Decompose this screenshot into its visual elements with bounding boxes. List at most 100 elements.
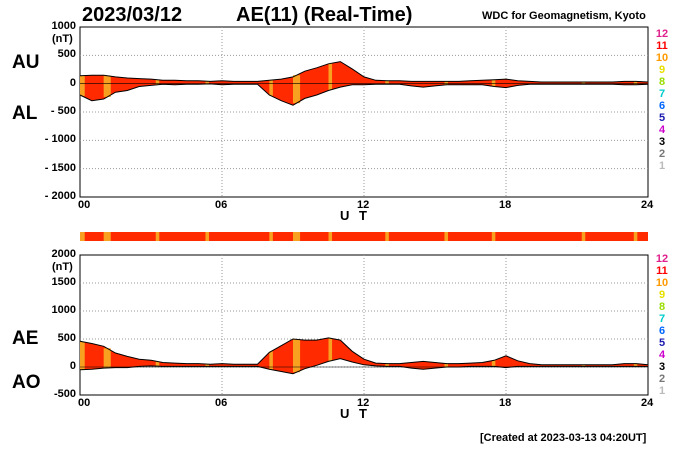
x-axis-title: U T (340, 406, 370, 421)
y-tick-label: 500 (57, 332, 76, 344)
chart-date: 2023/03/12 (82, 4, 183, 26)
band-stripe (385, 80, 389, 85)
x-tick-label: 18 (499, 199, 512, 211)
y-tick-label: 1000 (51, 304, 76, 316)
upper-series-line (79, 337, 649, 366)
status-bar-segment (328, 232, 333, 241)
band-stripe (103, 75, 111, 97)
station-count-legend-item: 6 (658, 100, 666, 112)
status-bar-segment (155, 232, 160, 241)
y-tick-label: 1000 (51, 20, 76, 32)
station-count-legend-item: 3 (658, 136, 666, 148)
x-tick-label: 06 (215, 199, 228, 211)
source-label: WDC for Geomagnetism, Kyoto (482, 10, 646, 22)
band-stripe (581, 364, 586, 367)
unit-label: (nT) (52, 33, 73, 45)
band-stripe (103, 348, 111, 368)
status-bar-segment (205, 232, 209, 241)
station-count-legend-item: 4 (658, 349, 666, 361)
band-stripe (328, 63, 333, 90)
station-count-legend-item: 8 (658, 301, 666, 313)
station-count-legend-item: 8 (658, 76, 666, 88)
status-bar (80, 232, 648, 241)
band-stripe (385, 363, 389, 367)
lower-series-line (79, 83, 649, 106)
band-stripe (444, 363, 449, 368)
station-count-legend-item: 1 (658, 385, 666, 397)
station-count-legend-item: 2 (658, 148, 666, 160)
band-stripe (581, 81, 586, 85)
series-label-upper: AU (12, 52, 40, 73)
x-tick-label: 18 (499, 397, 512, 409)
band-stripe (633, 363, 638, 367)
band-stripe (205, 364, 209, 367)
y-tick-label: 500 (57, 48, 76, 61)
band-stripe (80, 341, 85, 370)
band-stripe (155, 361, 160, 367)
status-bar-segment (293, 232, 301, 241)
band-stripe (293, 75, 301, 104)
x-tick-label: 24 (641, 199, 654, 211)
band-stripe (491, 79, 496, 87)
upper-series-line (79, 61, 649, 83)
status-bar-segment (80, 232, 85, 241)
station-count-legend-item: 9 (658, 64, 666, 76)
band-stripe (444, 81, 449, 85)
band-stripe (491, 360, 496, 367)
x-tick-label: 06 (215, 397, 228, 409)
x-axis-title: U T (340, 208, 370, 223)
series-label-upper: AE (12, 328, 39, 349)
y-tick-label: 2000 (51, 248, 76, 260)
x-tick-label: 12 (357, 199, 370, 211)
series-label-lower: AL (12, 103, 38, 124)
status-bar-segment (491, 232, 496, 241)
band-stripe (633, 81, 638, 85)
station-count-legend-item: 5 (658, 112, 666, 124)
station-count-legend-item: 9 (658, 289, 666, 301)
status-bar-segment (581, 232, 586, 241)
y-tick-label: - 1000 (44, 133, 76, 146)
status-bar-segment (385, 232, 389, 241)
x-tick-label: 00 (78, 397, 91, 409)
y-tick-label: 0 (69, 360, 76, 372)
station-count-legend-item: 3 (658, 361, 666, 373)
station-count-legend-item: 7 (658, 88, 666, 100)
station-count-legend-item: 10 (655, 52, 669, 64)
band-stripe (328, 338, 333, 361)
status-bar-segment (103, 232, 111, 241)
band-stripe (269, 80, 273, 96)
y-tick-label: - 1500 (44, 161, 76, 174)
station-count-legend-item: 12 (655, 28, 669, 40)
band-stripe (155, 79, 160, 85)
y-tick-label: - 500 (50, 105, 76, 117)
series-label-lower: AO (12, 372, 41, 393)
band-stripe (80, 75, 85, 97)
status-bar-segment (269, 232, 273, 241)
x-tick-label: 24 (641, 397, 654, 409)
x-tick-label: 12 (357, 397, 370, 409)
band-stripe (205, 81, 209, 85)
index-band (80, 337, 648, 374)
station-count-legend-item: 10 (655, 277, 669, 289)
y-tick-label: 1500 (51, 276, 76, 288)
y-tick-label: 0 (69, 76, 76, 89)
station-count-legend-item: 11 (656, 40, 668, 52)
lower-series-line (79, 358, 648, 375)
station-count-legend-item: 6 (658, 325, 666, 337)
band-stripe (293, 339, 301, 373)
chart-title: AE(11) (Real-Time) (236, 4, 413, 26)
y-tick-label: - 2000 (44, 190, 76, 202)
station-count-legend-item: 12 (655, 253, 669, 265)
x-tick-label: 00 (78, 199, 91, 211)
unit-label: (nT) (52, 261, 73, 273)
status-bar-segment (633, 232, 638, 241)
station-count-legend-item: 2 (658, 373, 666, 385)
station-count-legend-item: 11 (656, 265, 668, 277)
station-count-legend-item: 4 (658, 124, 666, 136)
station-count-legend-item: 1 (658, 160, 666, 172)
status-bar-segment (444, 232, 449, 241)
y-tick-label: -500 (53, 388, 76, 400)
station-count-legend-item: 5 (658, 337, 666, 349)
created-timestamp: [Created at 2023-03-13 04:20UT] (480, 432, 647, 444)
